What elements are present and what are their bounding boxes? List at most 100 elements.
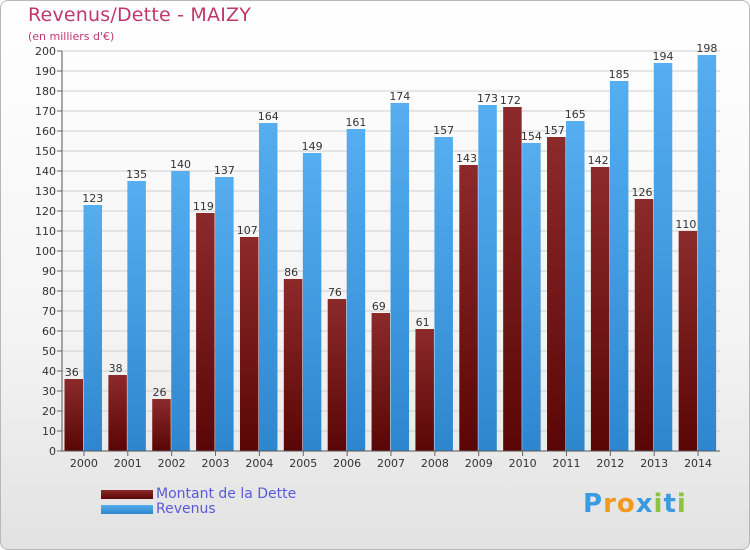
x-tick-label-2007: 2007 bbox=[377, 457, 405, 470]
data-label-revenue-2010: 154 bbox=[521, 130, 542, 143]
bar-debt-2013 bbox=[634, 199, 654, 451]
x-tick-label-2012: 2012 bbox=[596, 457, 624, 470]
data-label-revenue-2013: 194 bbox=[653, 50, 674, 63]
y-tick-label: 40 bbox=[42, 365, 56, 378]
bar-revenue-2011 bbox=[566, 121, 585, 451]
bar-debt-2012 bbox=[590, 167, 610, 451]
bar-revenue-2005 bbox=[302, 153, 322, 451]
data-label-debt-2012: 142 bbox=[588, 154, 609, 167]
data-label-debt-2009: 143 bbox=[456, 152, 477, 165]
logo-letter: r bbox=[603, 489, 617, 519]
bar-debt-2003 bbox=[196, 213, 215, 451]
x-tick-label-2010: 2010 bbox=[509, 457, 537, 470]
bar-revenue-2001 bbox=[127, 181, 146, 451]
y-tick-label: 90 bbox=[42, 265, 56, 278]
y-tick-label: 130 bbox=[35, 185, 56, 198]
x-tick-label-2006: 2006 bbox=[333, 457, 361, 470]
data-label-revenue-2012: 185 bbox=[609, 68, 630, 81]
data-label-debt-2003: 119 bbox=[193, 200, 214, 213]
data-label-debt-2011: 157 bbox=[544, 124, 565, 137]
y-tick-label: 20 bbox=[42, 405, 56, 418]
logo-letter: i bbox=[653, 489, 664, 519]
x-tick-label-2000: 2000 bbox=[70, 457, 98, 470]
y-tick-label: 140 bbox=[35, 165, 56, 178]
y-tick-label: 30 bbox=[42, 385, 56, 398]
logo-letter: P bbox=[583, 489, 604, 519]
bar-debt-2008 bbox=[415, 329, 434, 451]
data-label-revenue-2001: 135 bbox=[126, 168, 147, 181]
x-tick-label-2005: 2005 bbox=[289, 457, 317, 470]
bar-revenue-2009 bbox=[478, 105, 497, 451]
bar-revenue-2007 bbox=[390, 103, 410, 451]
data-label-debt-2010: 172 bbox=[500, 94, 521, 107]
bar-debt-2000 bbox=[64, 379, 83, 451]
x-tick-label-2003: 2003 bbox=[202, 457, 230, 470]
data-label-debt-2004: 107 bbox=[237, 224, 258, 237]
data-label-debt-2013: 126 bbox=[632, 186, 653, 199]
logo-letter: i bbox=[676, 489, 687, 519]
x-tick-label-2009: 2009 bbox=[465, 457, 493, 470]
y-tick-label: 200 bbox=[35, 45, 56, 58]
data-label-debt-2006: 76 bbox=[328, 286, 342, 299]
data-label-debt-2000: 36 bbox=[65, 366, 79, 379]
chart-subtitle: (en milliers d'€) bbox=[28, 30, 115, 43]
bar-revenue-2006 bbox=[346, 129, 366, 451]
data-label-revenue-2003: 137 bbox=[214, 164, 235, 177]
y-tick-label: 60 bbox=[42, 325, 56, 338]
x-tick-label-2008: 2008 bbox=[421, 457, 449, 470]
legend-label-debt: Montant de la Dette bbox=[156, 486, 297, 502]
x-tick-label-2014: 2014 bbox=[684, 457, 712, 470]
bar-revenue-2000 bbox=[83, 205, 102, 451]
data-labels: 36 123 38 135 26 140 119 137 107 164 86 149 76 161 69 1… bbox=[65, 42, 718, 399]
data-label-debt-2008: 61 bbox=[416, 316, 430, 329]
bar-debt-2007 bbox=[371, 313, 391, 451]
logo-letter: t bbox=[663, 489, 677, 519]
data-label-debt-2002: 26 bbox=[152, 386, 166, 399]
legend-label-revenue: Revenus bbox=[156, 501, 216, 517]
x-tick-label-2013: 2013 bbox=[640, 457, 668, 470]
data-label-revenue-2004: 164 bbox=[258, 110, 279, 123]
x-tick-label-2011: 2011 bbox=[552, 457, 580, 470]
chart-title: Revenus/Dette - MAIZY bbox=[28, 4, 252, 26]
y-tick-label: 110 bbox=[35, 225, 56, 238]
legend-swatch-revenue bbox=[101, 505, 153, 514]
bar-debt-2001 bbox=[108, 375, 127, 451]
data-label-debt-2007: 69 bbox=[372, 300, 386, 313]
data-label-debt-2014: 110 bbox=[675, 218, 696, 231]
data-label-revenue-2000: 123 bbox=[82, 192, 103, 205]
bar-debt-2004 bbox=[239, 237, 259, 451]
data-label-revenue-2008: 157 bbox=[433, 124, 454, 137]
x-tick-label-2004: 2004 bbox=[245, 457, 273, 470]
bar-revenue-2014 bbox=[697, 55, 717, 451]
data-label-revenue-2005: 149 bbox=[302, 140, 323, 153]
y-tick-label: 0 bbox=[49, 445, 56, 458]
legend-swatch-debt bbox=[101, 490, 153, 499]
bar-revenue-2003 bbox=[215, 177, 234, 451]
bar-debt-2006 bbox=[327, 299, 347, 451]
bar-revenue-2002 bbox=[171, 171, 190, 451]
x-tick-label-2002: 2002 bbox=[158, 457, 186, 470]
logo-letter: x bbox=[635, 489, 654, 519]
bar-revenue-2013 bbox=[653, 63, 673, 451]
data-label-revenue-2006: 161 bbox=[345, 116, 366, 129]
data-label-revenue-2007: 174 bbox=[389, 90, 410, 103]
proxiti-logo: Proxiti bbox=[583, 489, 687, 519]
y-tick-label: 50 bbox=[42, 345, 56, 358]
axes: 0 10 20 30 40 50 60 70 80 90 100 110 120 130 140 150 160… bbox=[35, 45, 720, 470]
y-tick-label: 100 bbox=[35, 245, 56, 258]
y-tick-label: 120 bbox=[35, 205, 56, 218]
y-tick-label: 180 bbox=[35, 85, 56, 98]
y-tick-label: 190 bbox=[35, 65, 56, 78]
data-label-revenue-2002: 140 bbox=[170, 158, 191, 171]
x-tick-label-2001: 2001 bbox=[114, 457, 142, 470]
bar-debt-2002 bbox=[152, 399, 171, 451]
data-label-revenue-2014: 198 bbox=[696, 42, 717, 55]
data-label-revenue-2011: 165 bbox=[565, 108, 586, 121]
y-tick-label: 80 bbox=[42, 285, 56, 298]
bar-debt-2005 bbox=[283, 279, 303, 451]
y-tick-label: 70 bbox=[42, 305, 56, 318]
bar-revenue-2004 bbox=[258, 123, 278, 451]
bar-revenue-2012 bbox=[609, 81, 629, 451]
